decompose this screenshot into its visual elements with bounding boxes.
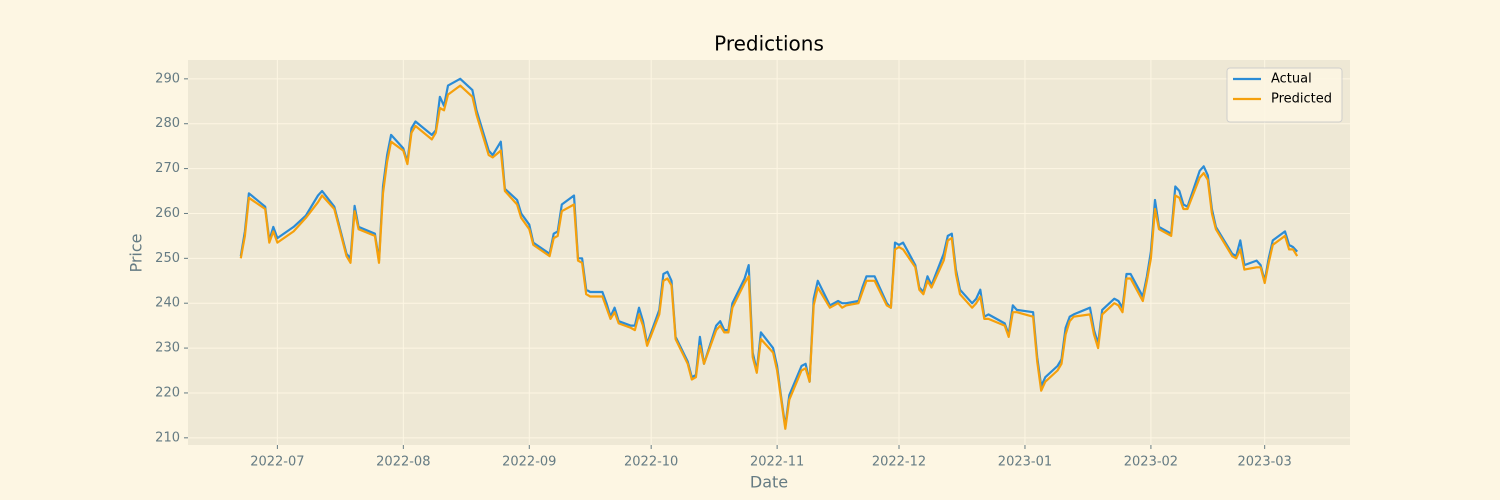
- y-tick-label: 270: [155, 161, 180, 176]
- x-tick-label: 2022-11: [750, 455, 804, 470]
- x-tick-label: 2023-01: [998, 455, 1052, 470]
- x-tick-label: 2023-03: [1238, 455, 1292, 470]
- y-tick-label: 290: [155, 71, 180, 86]
- y-tick-label: 250: [155, 251, 180, 266]
- legend-box: [1226, 67, 1343, 123]
- x-tick-label: 2022-10: [624, 455, 678, 470]
- x-axis-label: Date: [750, 473, 788, 492]
- y-tick-label: 280: [155, 116, 180, 131]
- y-tick-label: 210: [155, 430, 180, 445]
- x-tick-label: 2023-02: [1124, 455, 1178, 470]
- y-axis-label: Price: [127, 233, 146, 272]
- series-line: [239, 77, 1299, 428]
- y-tick-label: 240: [155, 296, 180, 311]
- legend-label: Predicted: [1271, 92, 1332, 107]
- x-tick-label: 2022-08: [376, 455, 430, 470]
- y-tick-label: 260: [155, 206, 180, 221]
- chart-title: Predictions: [714, 32, 824, 56]
- x-tick-label: 2022-07: [250, 455, 304, 470]
- legend-label: Actual: [1271, 72, 1312, 87]
- plot-background: [188, 60, 1350, 445]
- x-tick-label: 2022-09: [502, 455, 556, 470]
- x-tick-label: 2022-12: [872, 455, 926, 470]
- y-tick-label: 220: [155, 385, 180, 400]
- y-tick-label: 230: [155, 341, 180, 356]
- series-line: [239, 84, 1299, 430]
